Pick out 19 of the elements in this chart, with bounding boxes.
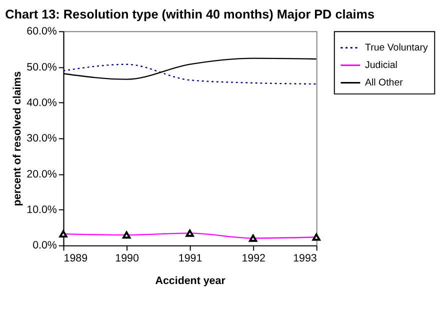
legend-label: Judicial: [365, 60, 398, 72]
x-axis-title: Accident year: [155, 274, 226, 287]
x-tick-label: 1990: [115, 252, 139, 264]
line-series: [63, 64, 316, 85]
legend-label: All Other: [365, 78, 404, 89]
y-axis-title: percent of resolved claims: [12, 71, 24, 206]
y-tick-label: 30.0%: [26, 132, 58, 145]
x-tick-label: 1991: [178, 252, 202, 264]
chart-title: Chart 13: Resolution type (within 40 months) Major PD claims: [5, 8, 375, 22]
y-tick-label: 50.0%: [26, 61, 58, 74]
x-tick-label: 1993: [293, 252, 317, 264]
y-tick-label: 0.0%: [32, 240, 58, 252]
y-tick-label: 20.0%: [26, 168, 58, 180]
y-tick-label: 10.0%: [26, 204, 58, 216]
legend-label: True Voluntary: [365, 42, 428, 54]
x-tick-label: 1992: [242, 252, 266, 264]
y-tick-label: 60.0%: [26, 26, 58, 38]
x-tick-label: 1989: [64, 252, 88, 264]
y-tick-label: 40.0%: [26, 96, 58, 109]
